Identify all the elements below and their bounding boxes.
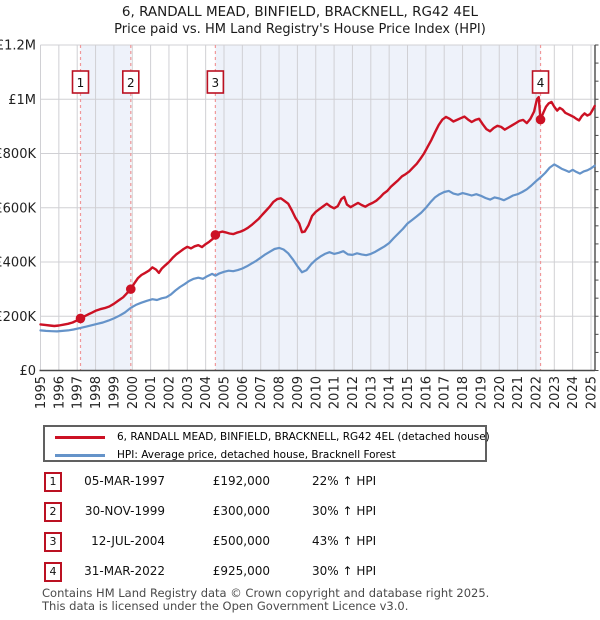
sale-price: £192,000 xyxy=(212,474,270,488)
svg-text:£1M: £1M xyxy=(8,93,36,108)
svg-text:2005: 2005 xyxy=(218,376,233,409)
svg-text:2009: 2009 xyxy=(291,376,306,409)
svg-text:£400K: £400K xyxy=(0,256,36,271)
table-row: 4 31-MAR-2022 £925,000 30% ↑ HPI xyxy=(0,562,600,582)
svg-text:3: 3 xyxy=(212,76,220,90)
svg-text:2018: 2018 xyxy=(456,376,471,409)
svg-text:2012: 2012 xyxy=(346,376,361,409)
svg-text:2021: 2021 xyxy=(511,376,526,409)
svg-text:1999: 1999 xyxy=(107,376,122,409)
svg-text:2010: 2010 xyxy=(309,376,324,409)
svg-text:2008: 2008 xyxy=(273,376,288,409)
svg-text:2001: 2001 xyxy=(144,376,159,409)
sale-marker-badges: 1 2 3 4 xyxy=(71,70,550,94)
gridlines xyxy=(40,44,595,371)
svg-text:2014: 2014 xyxy=(383,376,398,409)
price-chart: 1234£0£200K£400K£600K£800K£1M£1.2M199519… xyxy=(0,39,600,410)
svg-text:2019: 2019 xyxy=(474,376,489,409)
sale-date: 12-JUL-2004 xyxy=(91,534,165,548)
table-row: 2 30-NOV-1999 £300,000 30% ↑ HPI xyxy=(0,502,600,522)
svg-text:£1.2M: £1.2M xyxy=(0,39,36,54)
red-line-swatch xyxy=(55,435,105,439)
svg-text:1995: 1995 xyxy=(34,376,49,409)
svg-text:1997: 1997 xyxy=(71,376,86,409)
chart-subtitle: Price paid vs. HM Land Registry's House … xyxy=(114,22,486,37)
svg-text:2002: 2002 xyxy=(162,376,177,409)
sale-hpi-delta: 30% ↑ HPI xyxy=(312,564,377,578)
footer-line-2: This data is licensed under the Open Gov… xyxy=(42,599,409,613)
svg-text:£800K: £800K xyxy=(0,147,36,162)
legend-item-property: 6, RANDALL MEAD, BINFIELD, BRACKNELL, RG… xyxy=(55,429,490,445)
svg-text:2016: 2016 xyxy=(419,376,434,409)
svg-text:£600K: £600K xyxy=(0,201,36,216)
table-row: 1 05-MAR-1997 £192,000 22% ↑ HPI xyxy=(0,472,600,492)
legend-box: 6, RANDALL MEAD, BINFIELD, BRACKNELL, RG… xyxy=(43,425,490,463)
svg-text:2020: 2020 xyxy=(493,376,508,409)
svg-text:2015: 2015 xyxy=(401,376,416,409)
hpi-line xyxy=(39,163,596,333)
svg-text:2011: 2011 xyxy=(328,376,343,409)
svg-text:1998: 1998 xyxy=(89,376,104,409)
blue-line-swatch xyxy=(55,453,105,457)
svg-text:2017: 2017 xyxy=(438,376,453,409)
svg-text:1996: 1996 xyxy=(52,376,67,409)
svg-text:£200K: £200K xyxy=(0,310,36,325)
sale-num-badge: 1 xyxy=(44,472,62,492)
svg-text:2023: 2023 xyxy=(548,376,563,409)
sale-hpi-delta: 22% ↑ HPI xyxy=(312,474,377,488)
sale-price: £500,000 xyxy=(212,534,270,548)
sale-hpi-delta: 30% ↑ HPI xyxy=(312,504,377,518)
svg-text:4: 4 xyxy=(537,76,545,90)
svg-text:2: 2 xyxy=(127,76,135,90)
sale-price: £300,000 xyxy=(212,504,270,518)
sale-num-badge: 3 xyxy=(44,532,62,552)
svg-text:2006: 2006 xyxy=(236,376,251,409)
y-axis-labels: £0 £200K £400K £600K £800K £1M £1.2M xyxy=(0,39,36,380)
svg-text:1: 1 xyxy=(77,76,85,90)
page-title: 6, RANDALL MEAD, BINFIELD, BRACKNELL, RG… xyxy=(121,4,479,20)
svg-text:2007: 2007 xyxy=(254,376,269,409)
sale-hpi-delta: 43% ↑ HPI xyxy=(312,534,377,548)
sale-price: £925,000 xyxy=(212,564,270,578)
svg-text:2003: 2003 xyxy=(181,376,196,409)
sale-num-badge: 4 xyxy=(44,562,62,582)
legend-label-hpi: HPI: Average price, detached house, Brac… xyxy=(117,449,396,461)
table-row: 3 12-JUL-2004 £500,000 43% ↑ HPI xyxy=(0,532,600,552)
footer-line-1: Contains HM Land Registry data © Crown c… xyxy=(42,586,490,600)
sale-date: 05-MAR-1997 xyxy=(84,474,165,488)
legend-label-property: 6, RANDALL MEAD, BINFIELD, BRACKNELL, RG… xyxy=(117,431,490,443)
svg-text:2024: 2024 xyxy=(566,376,581,409)
sale-date: 30-NOV-1999 xyxy=(84,504,165,518)
svg-text:2000: 2000 xyxy=(126,376,141,409)
legend-item-hpi: HPI: Average price, detached house, Brac… xyxy=(55,447,485,463)
axes xyxy=(39,44,599,372)
property-price-line xyxy=(39,95,596,328)
svg-text:2022: 2022 xyxy=(529,376,544,409)
svg-text:£0: £0 xyxy=(19,364,36,379)
license-footer: Contains HM Land Registry data © Crown c… xyxy=(42,587,598,613)
svg-text:2025: 2025 xyxy=(585,376,600,409)
svg-text:2004: 2004 xyxy=(199,376,214,409)
sale-date: 31-MAR-2022 xyxy=(84,564,165,578)
sale-point-dots xyxy=(75,114,546,324)
svg-text:2013: 2013 xyxy=(364,376,379,409)
sale-num-badge: 2 xyxy=(44,502,62,522)
x-axis-labels: 1995 1996 1997 1998 1999 2000 2001 2002 2003 2004… xyxy=(34,376,600,409)
